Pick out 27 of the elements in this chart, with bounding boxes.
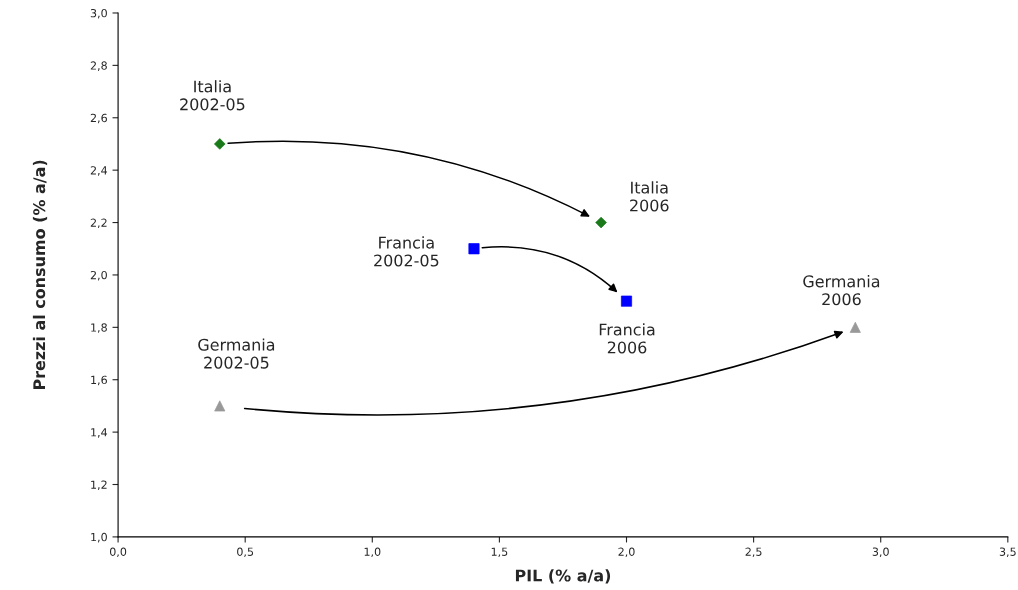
y-tick-label: 1,8	[91, 323, 107, 333]
y-tick-label: 1,4	[91, 428, 108, 438]
annotation: Italia 2006	[630, 181, 669, 212]
x-axis-title: PIL (% a/a)	[515, 569, 611, 584]
annotation: Francia 2002-05	[374, 236, 439, 267]
x-tick-label: 0,0	[109, 547, 127, 558]
annotation: Germania 2006	[803, 275, 880, 306]
y-tick-label: 2,2	[90, 218, 107, 229]
x-tick-label: 1,0	[364, 547, 381, 558]
annotation: Germania 2002-05	[198, 338, 275, 369]
y-axis-title: Prezzi al consumo (% a/a)	[32, 160, 48, 390]
annotation: Italia 2002-05	[180, 80, 245, 111]
x-tick-label: 0,5	[237, 547, 254, 558]
y-tick-label: 2,6	[90, 113, 107, 124]
y-tick-label: 1,0	[91, 532, 107, 543]
x-tick-label: 2,5	[745, 547, 762, 558]
x-tick-label: 1,5	[491, 547, 508, 558]
y-tick-label: 1,6	[91, 375, 107, 386]
y-tick-label: 2,8	[90, 61, 107, 71]
x-tick-label: 2,0	[618, 547, 635, 558]
y-tick-label: 2,4	[90, 166, 108, 176]
y-tick-label: 3,0	[90, 8, 107, 19]
annotation: Francia 2006	[599, 323, 655, 354]
x-tick-label: 3,5	[999, 547, 1016, 558]
y-tick-label: 2,0	[90, 270, 107, 281]
x-tick-label: 3,0	[872, 547, 889, 558]
y-tick-label: 1,2	[91, 480, 107, 491]
